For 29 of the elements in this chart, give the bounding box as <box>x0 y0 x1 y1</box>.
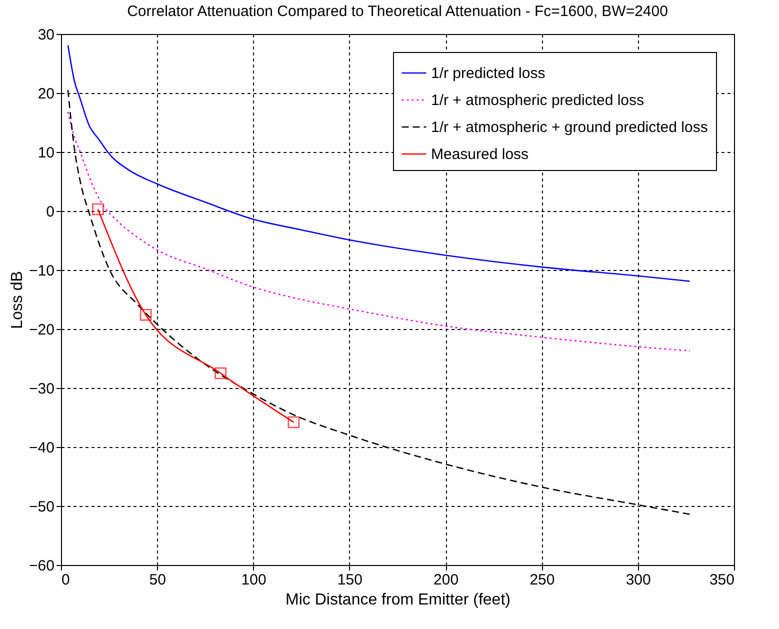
x-axis-title: Mic Distance from Emitter (feet) <box>286 592 510 608</box>
y-tick-label: 20 <box>38 86 54 102</box>
x-tick-label: 300 <box>626 572 651 588</box>
legend-label: Measured loss <box>431 146 529 163</box>
point <box>288 416 300 428</box>
x-tick-label: 200 <box>434 572 459 588</box>
x-tick-label: 100 <box>241 572 266 588</box>
y-tick-label: 10 <box>38 144 54 162</box>
point <box>214 367 226 380</box>
y-tick-label: −40 <box>29 440 54 456</box>
point <box>92 203 104 216</box>
y-tick-label: −20 <box>29 322 54 338</box>
x-tick-label: 0 <box>62 572 70 588</box>
y-tick-label: −10 <box>29 262 54 280</box>
x-tick-label: 50 <box>149 572 166 588</box>
legend-label: 1/r predicted loss <box>431 65 546 82</box>
legend-label: 1/r + atmospheric predicted loss <box>431 92 644 109</box>
x-tick-label: 250 <box>530 572 555 588</box>
chart-title: Correlator Attenuation Compared to Theoretical Attenuation - Fc=1600, BW=2400 <box>127 3 668 20</box>
y-tick-label: −60 <box>29 558 54 574</box>
x-tick-label: 150 <box>337 572 362 588</box>
point <box>140 308 152 321</box>
y-tick-label: 0 <box>46 204 54 220</box>
y-tick-label: 30 <box>38 26 54 44</box>
y-axis-title: Loss dB <box>9 271 26 329</box>
x-tick-label: 350 <box>709 572 734 588</box>
legend-label: 1/r + atmospheric + ground predicted loss <box>431 119 708 136</box>
y-tick-label: −30 <box>29 380 54 398</box>
y-tick-label: −50 <box>29 498 54 516</box>
